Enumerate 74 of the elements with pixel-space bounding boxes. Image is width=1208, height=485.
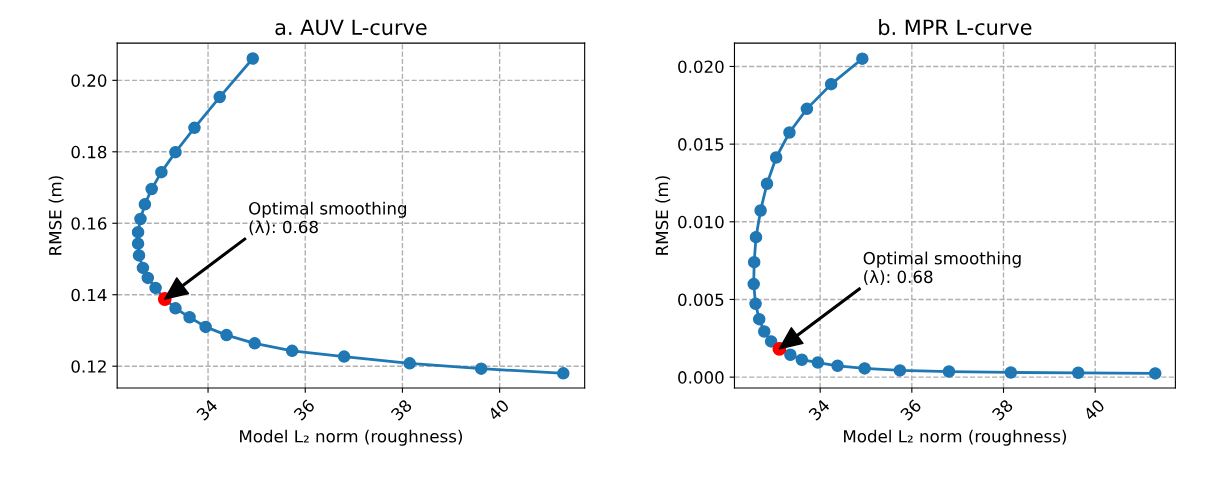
y-axis-title: RMSE (m) bbox=[48, 176, 64, 255]
y-tick-label: 0.20 bbox=[71, 74, 107, 87]
point bbox=[131, 225, 145, 239]
point bbox=[145, 182, 158, 196]
point bbox=[141, 271, 155, 285]
y-tick-label: 0.010 bbox=[678, 215, 724, 229]
point bbox=[1148, 367, 1162, 380]
point bbox=[213, 90, 226, 104]
chart-title: b. MPR L-curve bbox=[879, 19, 1032, 36]
point bbox=[246, 52, 260, 65]
point bbox=[1071, 366, 1085, 380]
y-tick-label: 0.015 bbox=[678, 138, 724, 151]
point bbox=[764, 335, 778, 348]
x-axis-title: Model L₂ norm (roughness) bbox=[844, 429, 1066, 446]
point bbox=[747, 277, 760, 291]
point bbox=[403, 357, 416, 370]
point bbox=[169, 302, 182, 315]
point bbox=[248, 337, 261, 350]
point bbox=[220, 328, 233, 342]
y-tick-label: 0.020 bbox=[678, 60, 724, 74]
x-axis-title: Model L₂ norm (roughness) bbox=[240, 429, 462, 446]
point bbox=[183, 310, 196, 324]
y-tick-label: 0.005 bbox=[678, 293, 724, 307]
point bbox=[942, 365, 956, 378]
y-tick-label: 0.14 bbox=[71, 288, 107, 302]
point bbox=[754, 204, 767, 217]
point bbox=[337, 350, 351, 363]
point bbox=[858, 362, 871, 375]
x-tick-label: 36 bbox=[293, 398, 316, 421]
point bbox=[893, 364, 907, 377]
x-tick-label: 36 bbox=[899, 398, 923, 421]
y-axis-title: RMSE (m) bbox=[655, 176, 671, 255]
point bbox=[831, 359, 844, 373]
point bbox=[749, 297, 762, 311]
x-tick-label: 34 bbox=[195, 398, 219, 421]
point bbox=[747, 255, 761, 269]
y-tick-label: 0.000 bbox=[678, 371, 724, 384]
annotation: Optimal smoothing (λ): 0.68 bbox=[249, 201, 407, 236]
point bbox=[199, 320, 212, 334]
y-tick-label: 0.16 bbox=[71, 217, 107, 230]
point bbox=[811, 356, 825, 369]
point bbox=[783, 126, 796, 139]
point bbox=[557, 367, 570, 380]
point bbox=[285, 344, 299, 358]
point bbox=[169, 145, 182, 159]
point bbox=[752, 312, 766, 326]
point bbox=[132, 249, 146, 262]
point bbox=[131, 237, 145, 250]
point bbox=[856, 52, 869, 65]
point bbox=[474, 362, 488, 375]
point bbox=[155, 165, 168, 179]
point bbox=[800, 102, 814, 116]
chart-title: a. AUV L-curve bbox=[275, 19, 427, 36]
point bbox=[1004, 366, 1018, 379]
point bbox=[769, 151, 783, 164]
point bbox=[134, 212, 147, 226]
point bbox=[149, 281, 162, 295]
annotation: Optimal smoothing (λ): 0.68 bbox=[863, 251, 1021, 286]
y-tick-label: 0.18 bbox=[71, 145, 107, 159]
point bbox=[136, 261, 150, 275]
x-tick-label: 40 bbox=[487, 398, 510, 422]
point bbox=[138, 198, 152, 211]
x-tick-label: 34 bbox=[808, 398, 831, 421]
y-tick-label: 0.12 bbox=[71, 360, 106, 373]
point bbox=[188, 121, 201, 135]
point bbox=[795, 353, 809, 366]
point bbox=[749, 230, 763, 244]
point bbox=[784, 348, 797, 362]
x-tick-label: 40 bbox=[1082, 398, 1106, 422]
x-tick-label: 38 bbox=[390, 398, 413, 421]
point bbox=[824, 77, 838, 91]
point bbox=[760, 177, 774, 190]
point bbox=[758, 325, 771, 338]
x-tick-label: 38 bbox=[991, 398, 1014, 421]
